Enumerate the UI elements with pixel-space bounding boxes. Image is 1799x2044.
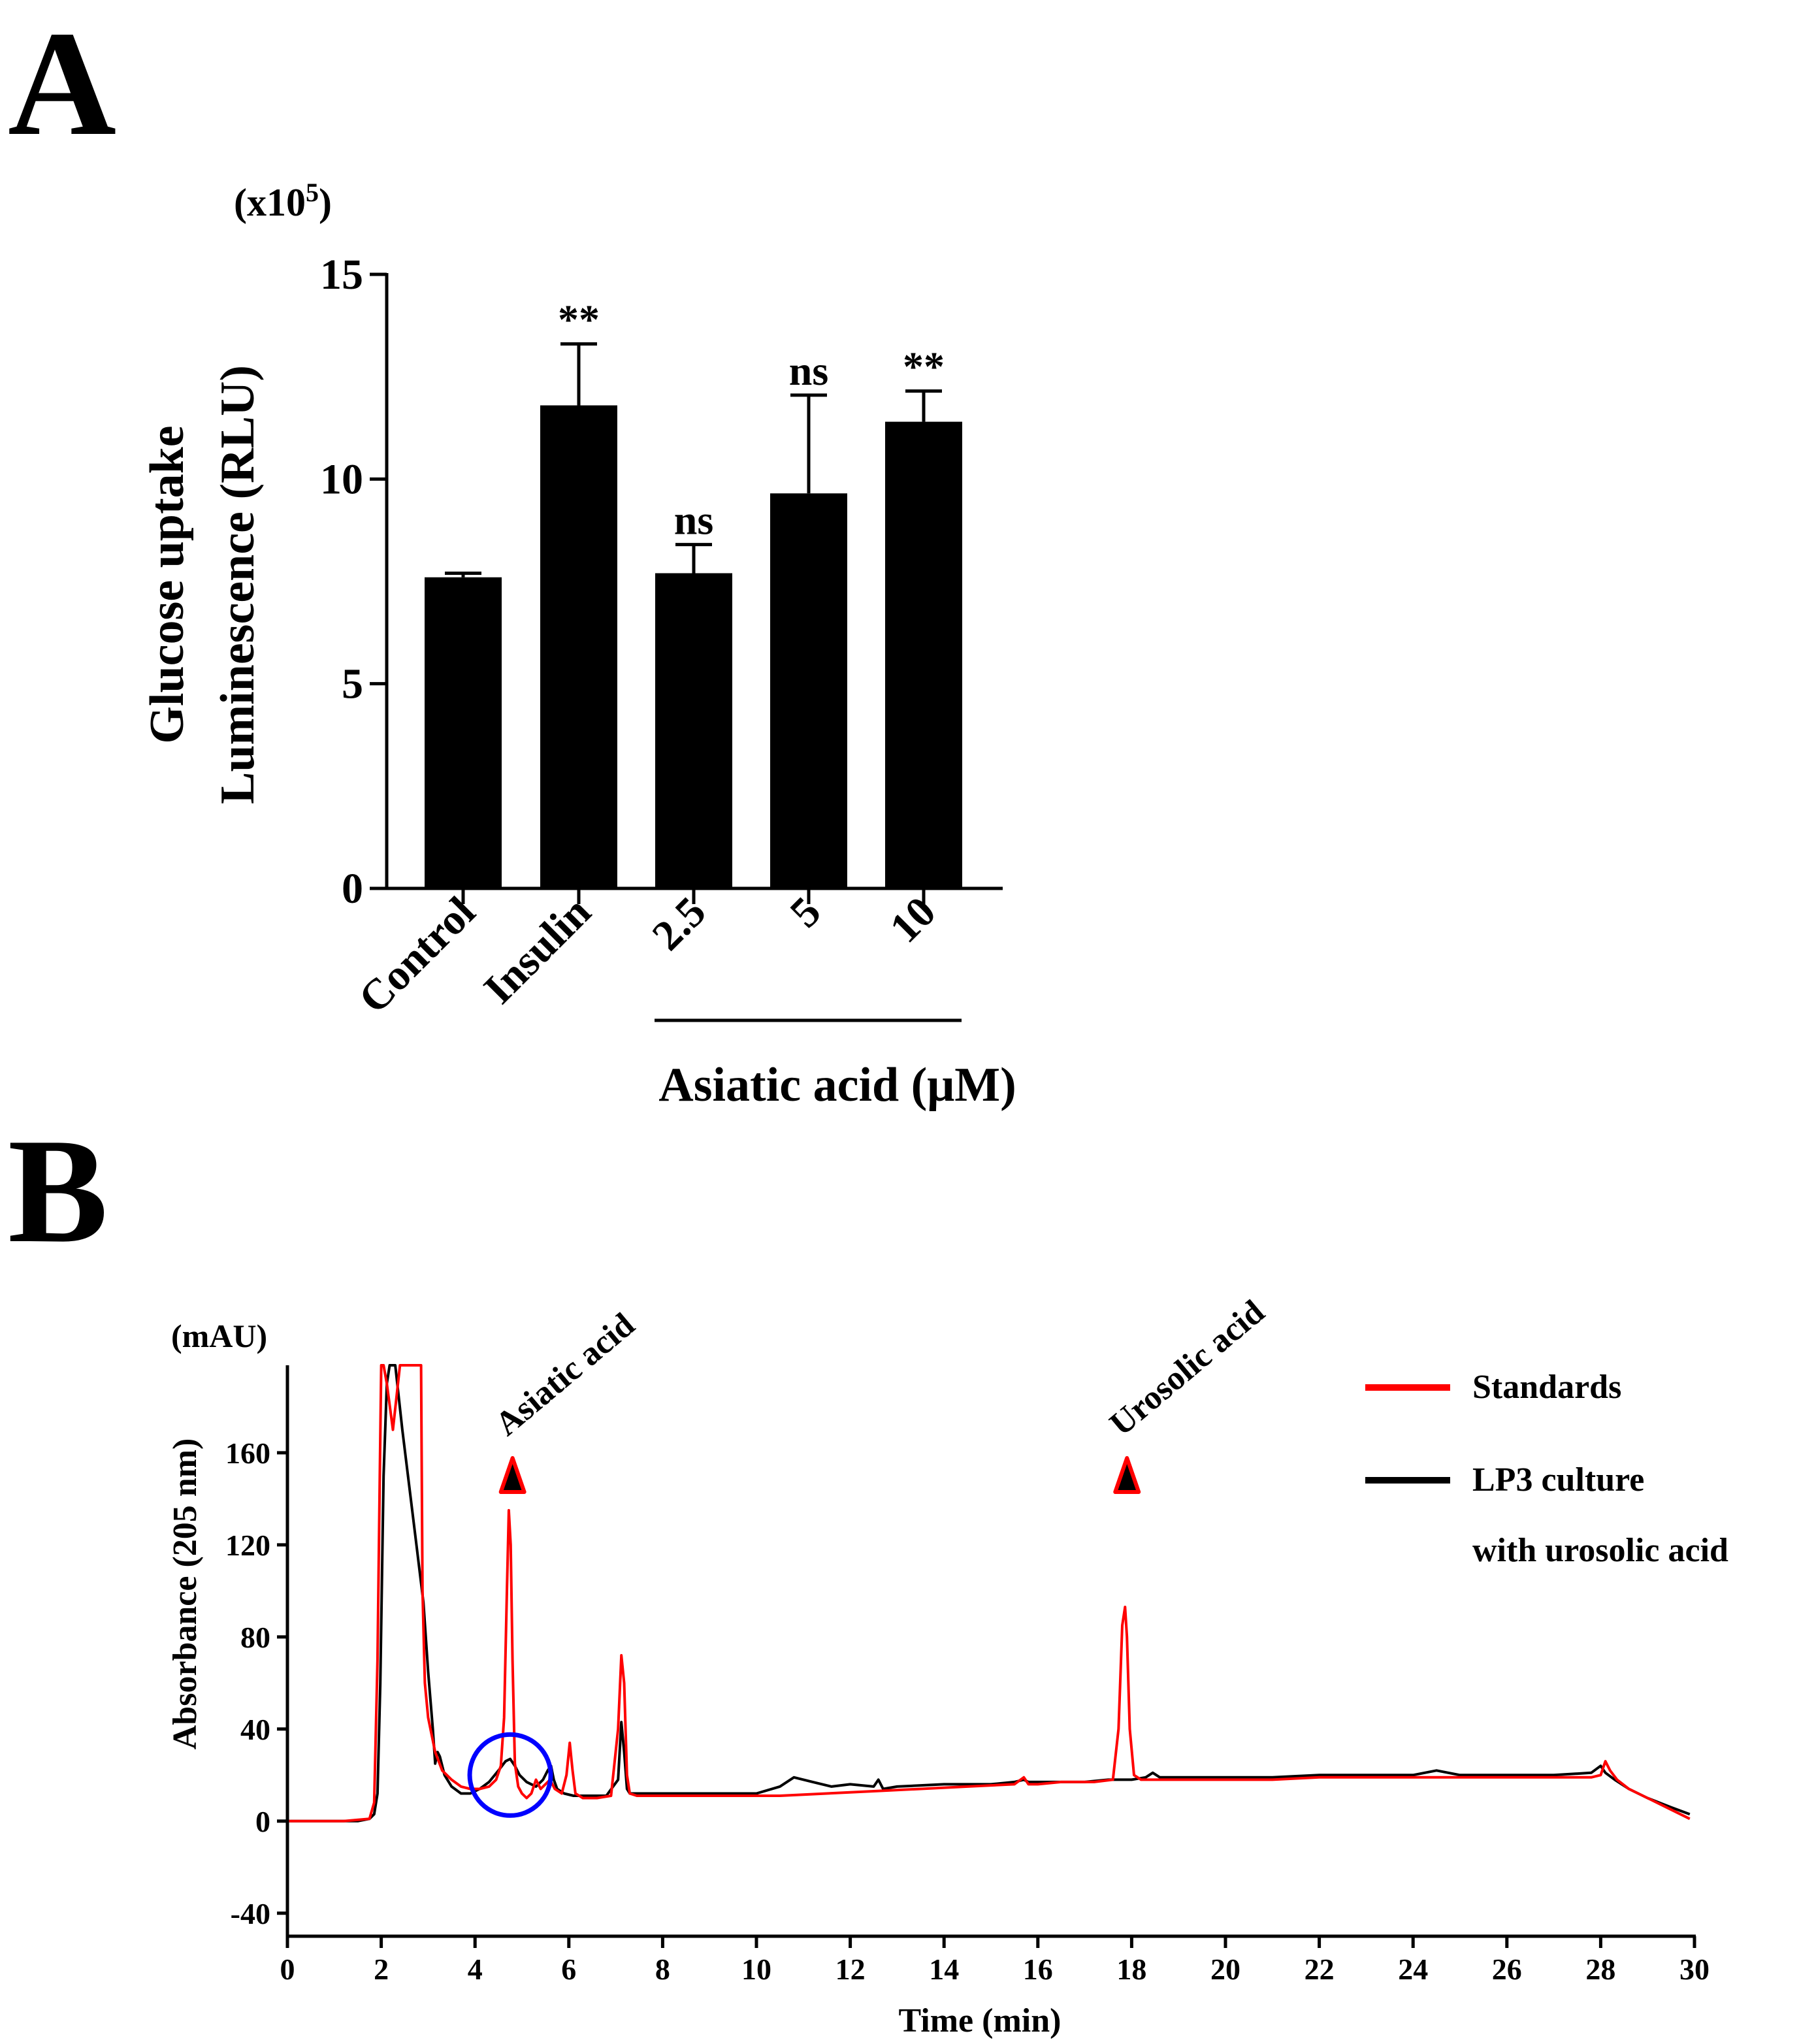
x-tick-label: 8 <box>655 1953 670 1986</box>
peak-annotation-label: Urosolic acid <box>1103 1293 1271 1443</box>
x-tick-label: 28 <box>1585 1953 1615 1986</box>
legend-label-culture-line2: with urosolic acid <box>1472 1532 1728 1569</box>
x-tick-label: 12 <box>835 1953 866 1986</box>
y-tick-label: 0 <box>255 1805 270 1838</box>
y-axis-ticks: 0 5 10 15 <box>320 251 387 913</box>
x-tick-label: 16 <box>1023 1953 1053 1986</box>
x-tick-label: 26 <box>1492 1953 1522 1986</box>
bar <box>540 405 617 888</box>
x-tick-label: 14 <box>929 1953 959 1986</box>
y-axis-title: Absorbance (205 nm) <box>167 1438 204 1750</box>
x-tick-label: 30 <box>1679 1953 1710 1986</box>
y-axis-title-line2: Luminescence (RLU) <box>211 365 265 804</box>
bar <box>770 493 847 888</box>
legend-label-culture: LP3 culture <box>1472 1461 1644 1499</box>
x-tick-label: 18 <box>1116 1953 1146 1986</box>
x-tick-label: 4 <box>468 1953 483 1986</box>
highlight-circle <box>467 1732 553 1818</box>
y-tick-label: 10 <box>320 455 363 503</box>
bars: ** ns ns ** <box>425 297 962 904</box>
panel-b-line-chart: B (mAU) Absorbance (205 nm) Time (min) -… <box>8 1107 1728 2039</box>
bar <box>885 421 962 888</box>
y-multiplier-label: (x105) <box>234 178 332 225</box>
y-unit-label: (mAU) <box>171 1318 267 1354</box>
x-tick-label: 10 <box>741 1953 771 1986</box>
y-multiplier-base: (x10 <box>234 181 306 224</box>
x-axis-ticks: 0 2 4 6 8 10 12 14 16 18 20 22 24 26 28 30 <box>280 1936 1710 1986</box>
y-tick-label: 80 <box>240 1621 270 1654</box>
y-multiplier-close: ) <box>319 181 332 224</box>
x-tick-label: Control <box>349 888 484 1022</box>
x-tick-label: 5 <box>781 888 830 937</box>
x-tick-label: 0 <box>280 1953 295 1986</box>
y-tick-label: 120 <box>225 1529 270 1562</box>
y-axis-title-line1: Glucose uptake <box>140 425 194 743</box>
significance-label: ** <box>903 344 945 390</box>
y-tick-label: 0 <box>342 865 363 913</box>
y-tick-label: -40 <box>231 1897 270 1930</box>
peak-marker-triangle <box>498 1456 527 1494</box>
peak-annotations: Asiatic acid Urosolic acid <box>489 1293 1272 1494</box>
group-label: Asiatic acid (μM) <box>658 1058 1016 1112</box>
legend: Standards LP3 culture with urosolic acid <box>1365 1369 1728 1569</box>
panel-b-label: B <box>8 1107 108 1274</box>
panel-a-bar-chart: A (x105) Glucose uptake Luminescence (RL… <box>8 0 1016 1112</box>
series-lines <box>287 1364 1691 1823</box>
bar <box>655 573 732 888</box>
x-tick-label: Insulin <box>475 888 600 1013</box>
significance-label: ns <box>674 497 714 543</box>
peak-marker-triangle <box>1113 1456 1141 1494</box>
significance-label: ns <box>789 348 829 394</box>
y-tick-label: 40 <box>240 1713 270 1746</box>
y-multiplier-exponent: 5 <box>306 178 319 207</box>
x-tick-label: 2 <box>374 1953 389 1986</box>
x-tick-label: 22 <box>1305 1953 1335 1986</box>
bar <box>425 577 502 888</box>
legend-label-standards: Standards <box>1472 1369 1621 1406</box>
series-line-culture <box>287 1364 1691 1823</box>
x-tick-label: 10 <box>881 888 945 952</box>
y-tick-label: 5 <box>342 660 363 708</box>
peak-annotation-label: Asiatic acid <box>489 1306 642 1443</box>
x-tick-label: 24 <box>1398 1953 1428 1986</box>
x-tick-label: 2.5 <box>643 888 715 960</box>
y-axis-ticks: -40 0 40 80 120 160 <box>225 1436 287 1930</box>
series-line-standards <box>287 1364 1691 1823</box>
x-axis-title: Time (min) <box>899 2002 1062 2039</box>
x-tick-label: 20 <box>1210 1953 1240 1986</box>
y-tick-label: 15 <box>320 251 363 299</box>
x-tick-label: 6 <box>561 1953 576 1986</box>
y-tick-label: 160 <box>225 1436 270 1470</box>
significance-label: ** <box>558 297 600 343</box>
panel-a-label: A <box>8 0 116 167</box>
